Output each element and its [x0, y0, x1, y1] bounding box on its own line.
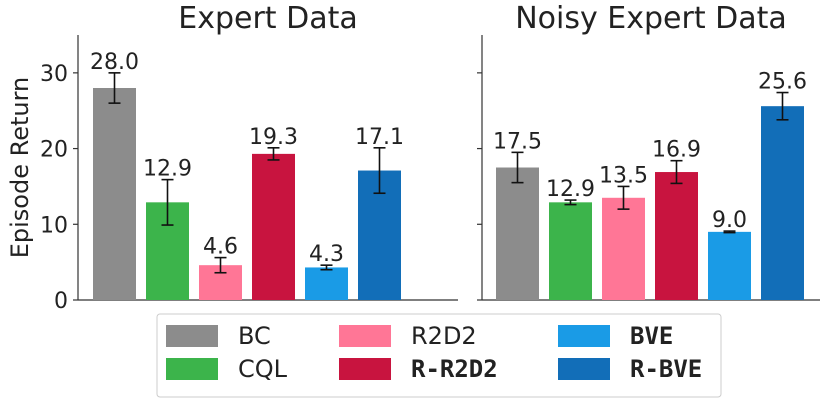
legend-item-label: R-R2D2 — [411, 355, 498, 383]
bar-r2d2 — [602, 197, 645, 300]
data-label: 25.6 — [758, 70, 807, 95]
bar-bc — [93, 88, 136, 300]
bar-bc — [496, 167, 539, 300]
legend-swatch — [558, 325, 610, 347]
chart-panel-2: Noisy Expert Data 17.512.913.516.9 9.0 25.6 — [477, 1, 820, 301]
bar-bve — [305, 267, 348, 300]
data-label: 12.9 — [546, 177, 595, 202]
data-label: 12.9 — [143, 157, 192, 182]
legend-swatch — [166, 358, 218, 380]
legend-item-label: R-BVE — [630, 355, 702, 383]
legend-swatch — [339, 358, 391, 380]
data-label: 17.1 — [355, 125, 404, 150]
legend-swatch — [558, 358, 610, 380]
legend-item-label: BC — [238, 322, 271, 350]
data-label: 19.3 — [249, 125, 298, 150]
legend-item-label: CQL — [238, 355, 288, 383]
data-label: 17.5 — [493, 129, 542, 154]
bar-bve — [708, 231, 751, 300]
bar-r-r2d2 — [252, 153, 295, 300]
chart-title: Expert Data — [178, 1, 357, 36]
legend-item-label: BVE — [630, 322, 673, 350]
data-label: 4.3 — [309, 242, 344, 267]
y-tick-label: 10 — [40, 213, 68, 238]
legend-item-label: R2D2 — [411, 322, 477, 350]
chart-title: Noisy Expert Data — [515, 1, 787, 36]
bar-r-bve — [761, 106, 804, 301]
data-label: 9.0 — [712, 208, 747, 233]
data-label: 4.6 — [203, 235, 238, 260]
legend-swatch — [339, 325, 391, 347]
bar-r-r2d2 — [655, 172, 698, 300]
data-label: 28.0 — [90, 50, 139, 75]
data-label: 16.9 — [652, 138, 701, 163]
legend: BC CQL R2D2 R-R2D2 BVE R-BVE — [156, 313, 722, 398]
bar-cql — [549, 202, 592, 300]
y-axis-label: Episode Return — [6, 77, 34, 259]
y-tick-label: 0 — [54, 289, 68, 314]
y-tick-label: 20 — [40, 138, 68, 163]
legend-swatch — [166, 325, 218, 347]
data-label: 13.5 — [599, 163, 648, 188]
y-tick-label: 30 — [40, 62, 68, 87]
